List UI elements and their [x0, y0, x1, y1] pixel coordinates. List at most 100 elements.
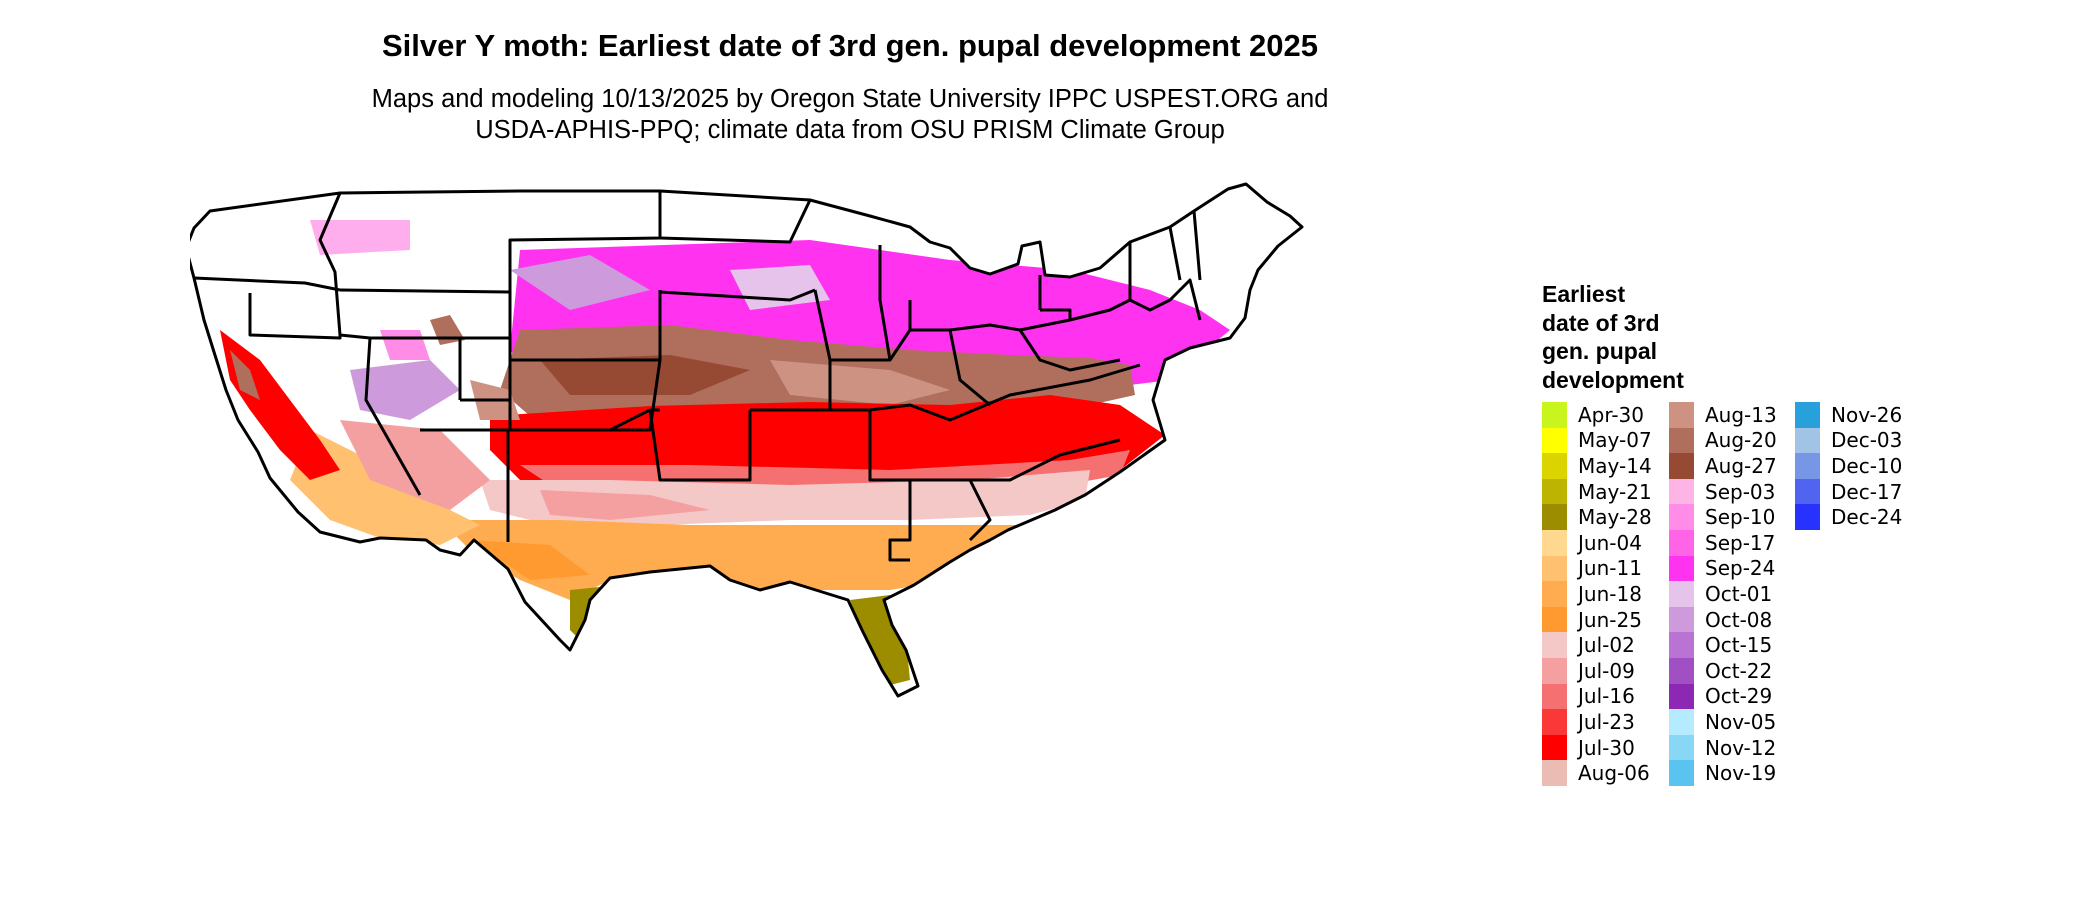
legend-item: Sep-17 — [1669, 529, 1777, 556]
legend-label: Sep-03 — [1705, 479, 1776, 504]
legend-label: Dec-17 — [1831, 479, 1903, 504]
legend-item: May-28 — [1542, 504, 1652, 530]
legend-label: Oct-08 — [1705, 607, 1773, 632]
legend-swatch — [1542, 581, 1567, 607]
legend-label: Sep-24 — [1705, 556, 1776, 581]
legend-swatch — [1669, 529, 1694, 556]
legend-swatch — [1795, 453, 1820, 479]
legend-item: Jun-25 — [1542, 606, 1652, 633]
legend-item: Oct-29 — [1669, 683, 1777, 710]
legend-item: Dec-10 — [1795, 453, 1902, 479]
legend-label: Nov-12 — [1705, 735, 1777, 760]
legend-swatch — [1542, 657, 1567, 684]
map-title: Silver Y moth: Earliest date of 3rd gen.… — [381, 28, 1319, 63]
legend-swatch — [1795, 402, 1820, 428]
legend-label: Sep-17 — [1705, 530, 1776, 555]
legend-label: Dec-24 — [1831, 505, 1903, 530]
legend-swatch — [1669, 632, 1694, 658]
legend-label: Nov-05 — [1705, 709, 1777, 734]
legend-label: Oct-01 — [1705, 581, 1773, 606]
legend-item: Dec-03 — [1795, 427, 1903, 454]
legend-label: Oct-15 — [1705, 633, 1773, 658]
legend-column: Nov-26 Dec-03 Dec-10 Dec-17 Dec-24 — [1795, 402, 1902, 530]
legend-label: May-07 — [1578, 428, 1652, 453]
legend-swatch — [1669, 683, 1694, 710]
legend-item: Jun-11 — [1542, 555, 1652, 582]
legend-item: May-21 — [1542, 478, 1652, 505]
state-boundaries — [190, 182, 1304, 698]
legend-swatch — [1542, 402, 1567, 428]
legend-item: Sep-03 — [1669, 478, 1777, 505]
legend-item: Aug-13 — [1669, 402, 1777, 428]
legend-label: May-14 — [1578, 453, 1652, 478]
legend-item: Jul-23 — [1542, 709, 1652, 735]
legend-label: Aug-06 — [1578, 761, 1650, 786]
legend-title-line: gen. pupal — [1542, 338, 1657, 364]
legend: Earliest date of 3rd gen. pupal developm… — [1542, 280, 2022, 902]
legend-item: Jul-02 — [1542, 632, 1652, 658]
legend-swatch — [1542, 453, 1567, 479]
legend-item: Jul-30 — [1542, 734, 1652, 761]
legend-label: Jun-25 — [1578, 607, 1642, 632]
legend-swatch — [1669, 427, 1694, 454]
legend-item: Jul-16 — [1542, 683, 1652, 710]
legend-label: Aug-27 — [1705, 453, 1777, 478]
subtitle-line-1: Maps and modeling 10/13/2025 by Oregon S… — [371, 85, 1329, 113]
legend-label: Jun-18 — [1578, 581, 1642, 606]
legend-item: Apr-30 — [1542, 402, 1652, 428]
legend-swatch — [1669, 709, 1694, 735]
legend-item: Aug-27 — [1669, 453, 1777, 479]
legend-swatch — [1542, 529, 1567, 556]
legend-label: Oct-22 — [1705, 658, 1773, 683]
legend-label: Sep-10 — [1705, 505, 1776, 530]
legend-label: Dec-03 — [1831, 428, 1903, 453]
legend-swatch — [1542, 683, 1567, 710]
legend-item: May-14 — [1542, 453, 1652, 479]
legend-item: Oct-01 — [1669, 581, 1777, 607]
legend-item: May-07 — [1542, 427, 1652, 454]
legend-item: Nov-26 — [1795, 402, 1902, 428]
legend-swatch — [1795, 478, 1820, 505]
legend-item: Dec-24 — [1795, 504, 1902, 530]
legend-label: May-21 — [1578, 479, 1652, 504]
legend-label: May-28 — [1578, 505, 1652, 530]
legend-item: Oct-15 — [1669, 632, 1777, 658]
legend-column: Aug-13 Aug-20 Aug-27 Sep-03 Sep-10 Sep-17 Sep-… — [1669, 402, 1777, 786]
us-map — [190, 182, 1304, 698]
legend-item: Aug-06 — [1542, 760, 1652, 786]
legend-title-line: Earliest — [1542, 281, 1626, 307]
legend-label: Jul-09 — [1578, 658, 1635, 683]
map-subtitle: Maps and modeling 10/13/2025 by Oregon S… — [0, 84, 1700, 146]
legend-item: Dec-17 — [1795, 478, 1903, 505]
legend-swatch — [1669, 402, 1694, 428]
legend-swatch — [1542, 504, 1567, 530]
legend-label: Oct-29 — [1705, 684, 1773, 709]
legend-title-line: date of 3rd — [1542, 309, 1660, 336]
legend-swatch — [1542, 760, 1567, 786]
legend-swatch — [1795, 427, 1820, 454]
legend-label: Dec-10 — [1831, 453, 1903, 478]
legend-item: Nov-05 — [1669, 709, 1777, 735]
legend-swatch — [1669, 760, 1694, 786]
legend-label: Jun-04 — [1578, 530, 1642, 555]
legend-swatch — [1542, 606, 1567, 633]
legend-swatch — [1542, 632, 1567, 658]
legend-column: Apr-30 May-07 May-14 May-21 May-28 Jun-04 Jun-… — [1542, 402, 1652, 786]
legend-title-line: development — [1542, 366, 1684, 393]
legend-item: Aug-20 — [1669, 427, 1777, 454]
legend-label: Nov-19 — [1705, 761, 1777, 786]
legend-item: Jun-18 — [1542, 581, 1652, 607]
legend-swatch — [1669, 606, 1694, 633]
legend-item: Nov-12 — [1669, 734, 1777, 761]
legend-swatch — [1542, 478, 1567, 505]
legend-label: Jul-30 — [1578, 735, 1635, 760]
legend-swatch — [1669, 657, 1694, 684]
legend-item: Jul-09 — [1542, 657, 1652, 684]
legend-title: Earliest date of 3rd gen. pupal developm… — [1542, 280, 2022, 394]
legend-item: Oct-22 — [1669, 657, 1777, 684]
legend-swatch — [1542, 555, 1567, 582]
subtitle-line-2: USDA-APHIS-PPQ; climate data from OSU PR… — [475, 116, 1225, 144]
legend-swatch — [1669, 504, 1694, 530]
legend-label: Jul-02 — [1578, 633, 1635, 658]
legend-swatch — [1669, 453, 1694, 479]
